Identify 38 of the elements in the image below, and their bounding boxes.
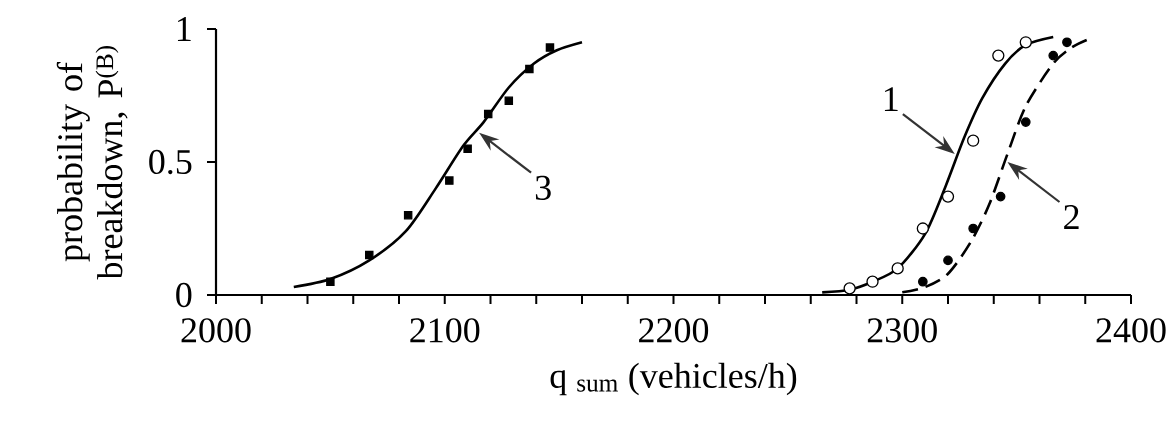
point [1062,37,1072,48]
x-tick-label: 2200 [639,318,709,343]
annotation: 2 [1064,205,1079,229]
x-tick-label: 2100 [410,318,480,343]
point [968,223,979,234]
point [1020,117,1031,127]
annotation: 1 [884,87,898,111]
y-tick-label: 0 [176,282,192,308]
point [843,282,856,295]
x-tick-label: 2300 [867,318,937,343]
y-axis-title: probability of breakdown, P$^{(B)}$ [56,46,128,280]
point [403,210,413,220]
point [1019,36,1032,49]
line-series [292,41,584,289]
point [445,176,454,185]
point [943,255,953,266]
point [525,64,534,74]
y-tick-label: 0.5 [149,149,192,175]
point [866,275,879,288]
x-tick-label: 2400 [1096,318,1166,343]
point [917,276,928,287]
point [1048,50,1059,61]
point [941,190,955,203]
annotation: 3 [535,175,551,201]
point [916,222,929,235]
x-tick-label: 2000 [181,318,251,343]
point [967,134,980,147]
point [992,49,1005,62]
point [326,277,335,286]
point [995,191,1006,202]
point [891,262,904,275]
x-axis-title: q $_{sum}$ (vehicles/h) [550,362,797,396]
point [365,250,374,260]
point [545,43,555,52]
point [504,96,514,106]
y-tick-label: 1 [177,17,191,41]
point [463,144,472,153]
point [483,109,493,119]
